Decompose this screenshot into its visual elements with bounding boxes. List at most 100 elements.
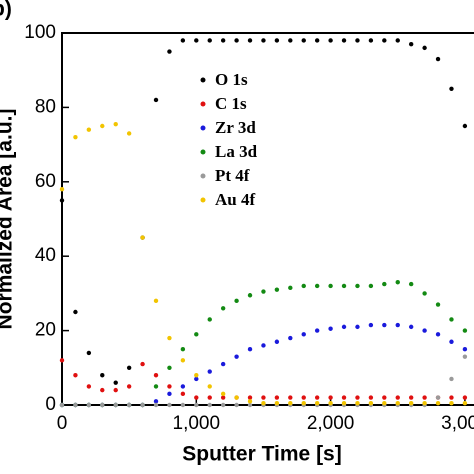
data-point [368, 283, 374, 289]
x-tick-label: 3,000 [441, 413, 474, 434]
data-point [462, 395, 468, 400]
data-point [261, 289, 266, 294]
data-point [341, 324, 347, 330]
data-point [449, 317, 454, 322]
data-point [207, 369, 212, 374]
data-point [274, 400, 280, 406]
data-point [435, 400, 441, 406]
y-tick-label: 0 [45, 394, 56, 415]
data-point [301, 400, 306, 406]
legend-label: Zr 3d [215, 118, 256, 137]
data-point [207, 38, 212, 43]
data-point [126, 131, 132, 136]
data-point [153, 97, 159, 103]
data-point [194, 332, 199, 337]
data-point [100, 402, 105, 408]
data-point [140, 361, 145, 367]
data-point [328, 395, 333, 400]
data-point [234, 38, 239, 43]
data-point [86, 384, 92, 389]
data-point [462, 328, 468, 333]
data-point [408, 400, 414, 406]
data-point [247, 402, 253, 408]
data-point [368, 38, 374, 43]
data-point [422, 400, 427, 406]
data-point [288, 38, 293, 43]
data-point [180, 358, 186, 363]
data-point [368, 400, 374, 406]
panel-label: b) [0, 0, 12, 21]
data-point [247, 293, 253, 298]
data-point [247, 38, 253, 43]
data-point [220, 306, 226, 311]
data-point [382, 400, 387, 406]
data-point [153, 399, 159, 404]
data-point [86, 127, 92, 132]
legend-label: C 1s [215, 94, 247, 113]
data-point [261, 395, 266, 400]
data-point [435, 56, 441, 62]
legend-label: O 1s [215, 70, 248, 89]
data-point [274, 339, 280, 344]
data-point [167, 402, 172, 408]
y-tick-label: 20 [35, 320, 56, 341]
y-tick-label: 60 [35, 171, 56, 192]
data-point [234, 354, 239, 359]
data-point [341, 38, 347, 43]
data-point [288, 285, 293, 291]
data-point [314, 38, 320, 43]
data-point [314, 400, 320, 406]
data-point [355, 400, 360, 406]
data-point [422, 45, 427, 51]
data-point [395, 400, 400, 406]
data-point [449, 400, 454, 406]
data-point [167, 365, 172, 370]
data-point [59, 187, 65, 192]
data-point [59, 198, 65, 203]
data-point [449, 376, 454, 382]
data-point [140, 402, 145, 408]
data-point [314, 328, 320, 333]
data-point [274, 38, 280, 43]
data-point [194, 376, 199, 382]
legend-label: Au 4f [215, 190, 255, 209]
data-point [261, 343, 266, 348]
data-point [207, 317, 212, 322]
data-point [140, 235, 145, 240]
data-point [194, 402, 199, 408]
data-point [408, 395, 414, 400]
data-point [167, 391, 172, 397]
data-point [422, 328, 427, 333]
x-tick-label: 2,000 [307, 413, 355, 434]
data-point [180, 38, 186, 43]
legend-label: La 3d [215, 142, 258, 161]
legend-label: Pt 4f [215, 166, 250, 185]
x-tick-label: 1,000 [173, 413, 221, 434]
data-point [113, 402, 118, 408]
data-point [153, 402, 159, 408]
plot-frame [61, 32, 474, 406]
data-point [314, 395, 320, 400]
y-tick-label: 80 [35, 96, 56, 117]
data-point [207, 395, 212, 400]
data-point [220, 395, 226, 400]
data-point [301, 38, 306, 43]
y-axis-label: Normalized Area [a.u.] [0, 109, 17, 330]
data-point [194, 373, 199, 378]
data-point [301, 395, 306, 400]
data-point [126, 365, 132, 370]
data-point [449, 86, 454, 92]
legend-marker [200, 197, 206, 203]
legend-marker [200, 125, 206, 131]
data-point [408, 281, 414, 287]
data-point [234, 298, 239, 304]
data-point [167, 335, 172, 341]
data-point [207, 384, 212, 389]
data-point [355, 283, 360, 289]
data-point [422, 395, 427, 400]
y-tick-label: 100 [24, 22, 56, 43]
x-tick-label: 0 [57, 413, 68, 434]
data-point [126, 402, 132, 408]
data-point [100, 387, 105, 393]
